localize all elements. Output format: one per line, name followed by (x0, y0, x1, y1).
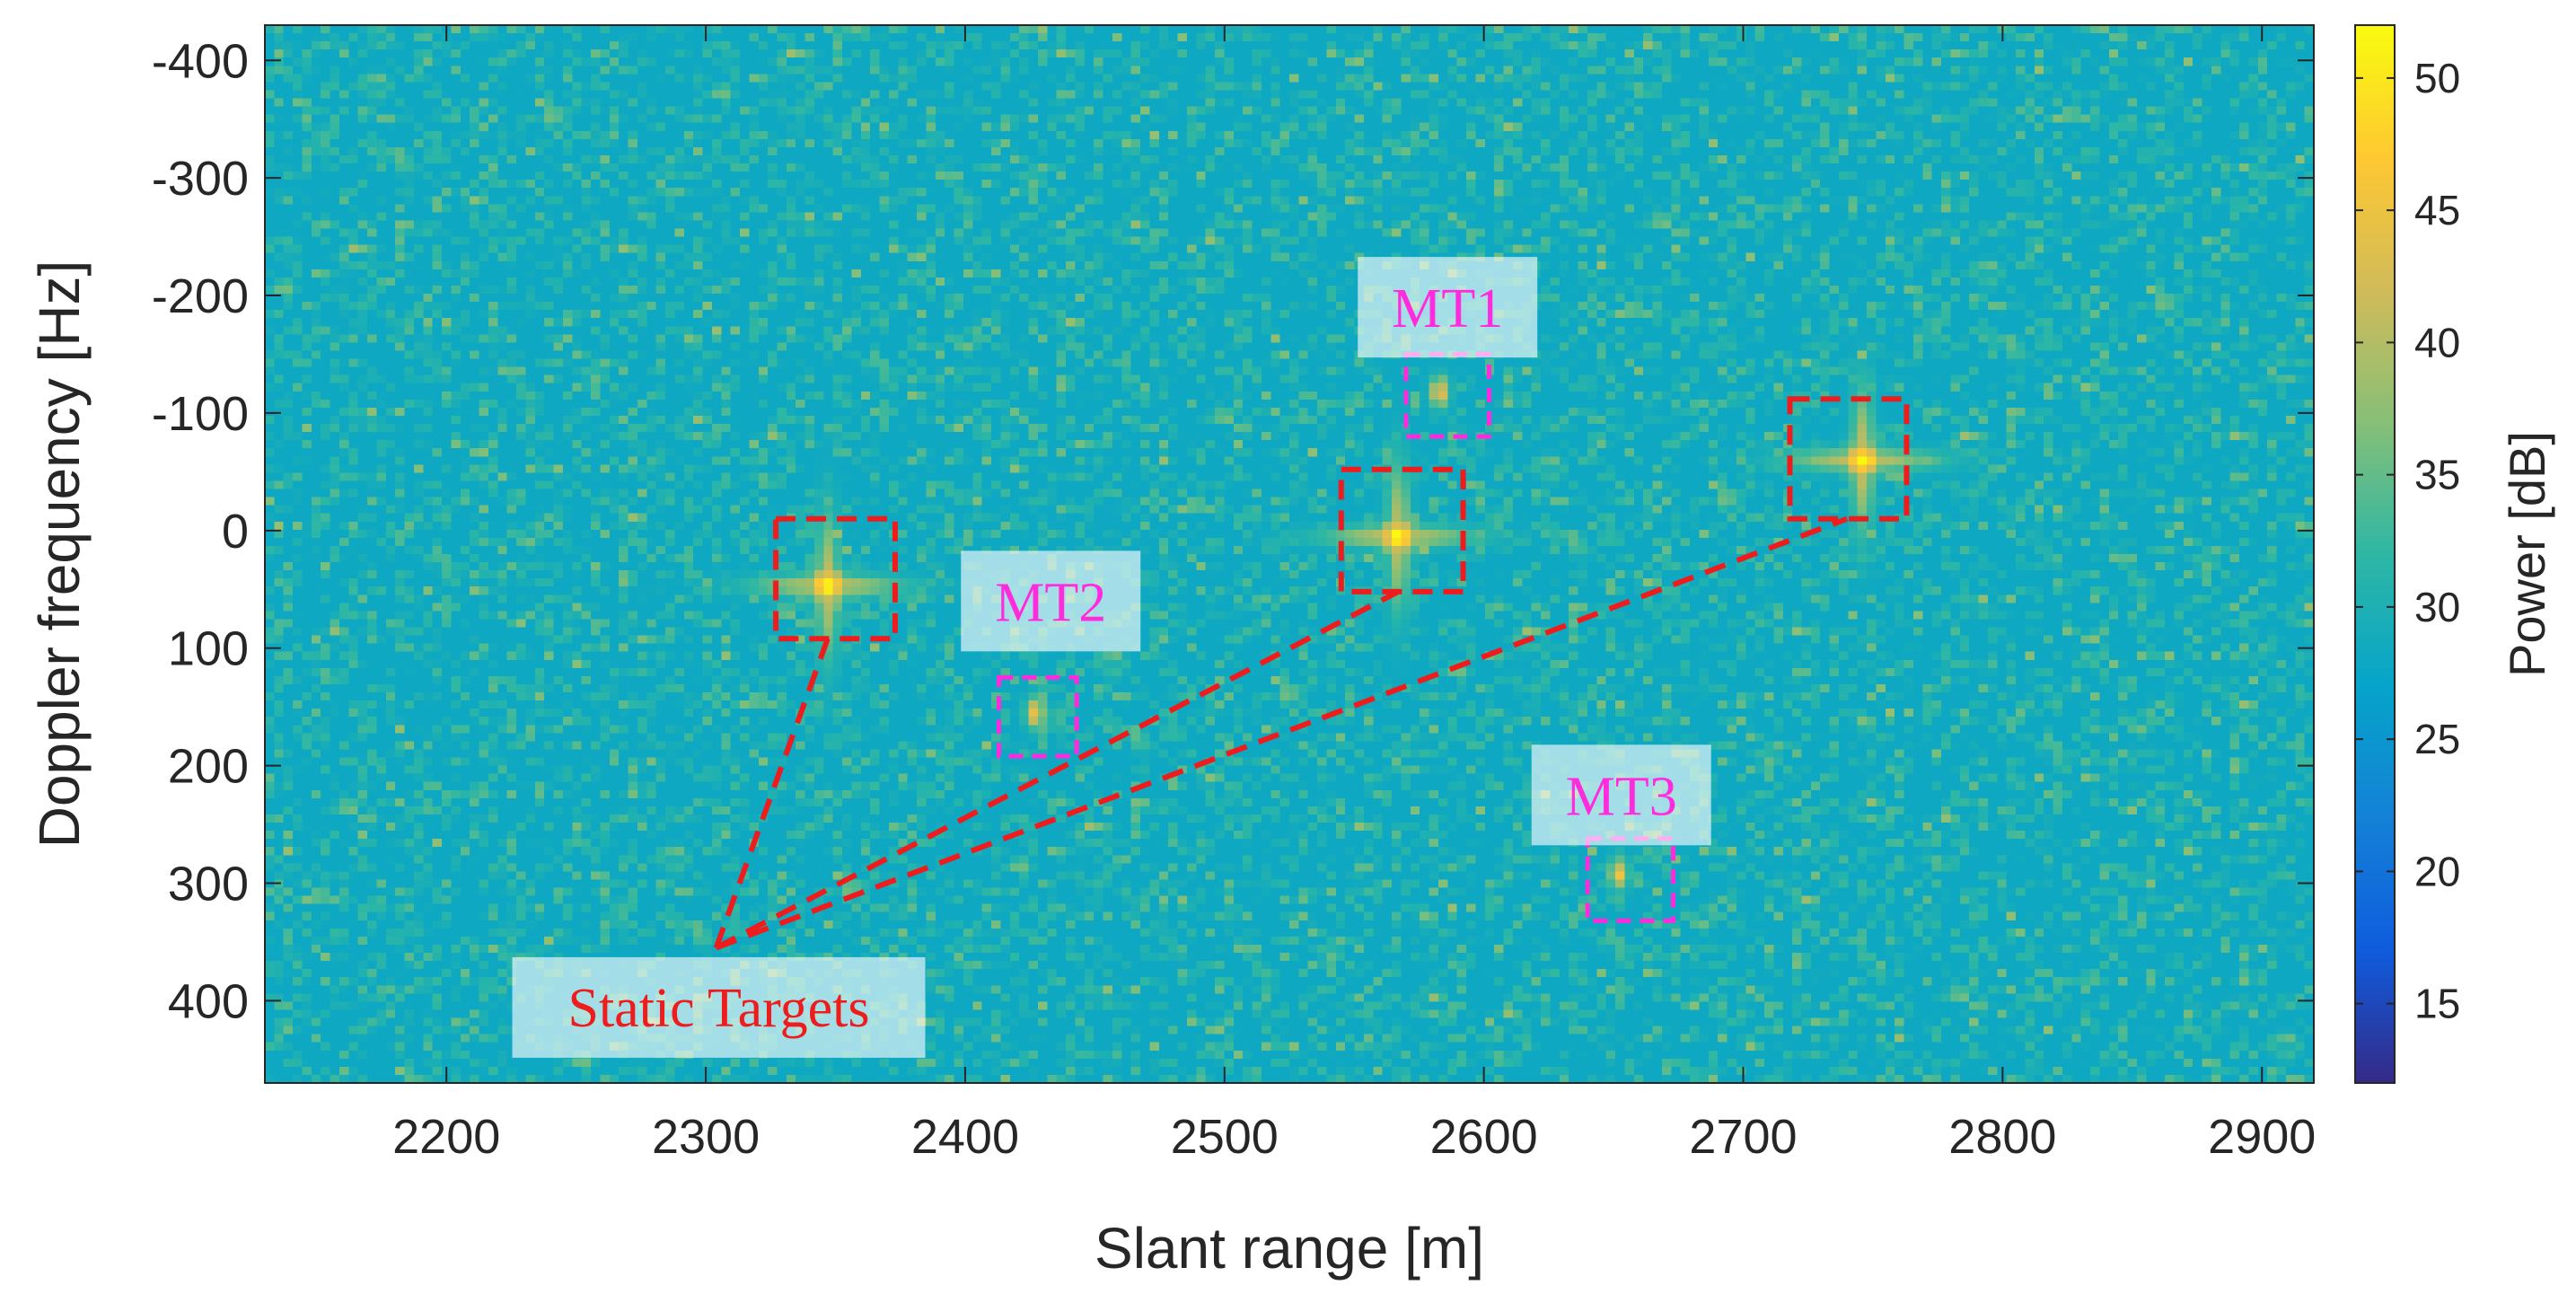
y-tick-label: 100 (168, 622, 249, 676)
colorbar-tick-label: 15 (2414, 981, 2460, 1027)
x-axis-label: Slant range [m] (1095, 1216, 1484, 1281)
label-background (961, 550, 1141, 652)
y-axis-ticks: -400 -300 -200 -100 0 100 200 300 400 (152, 34, 2314, 1028)
y-tick-label: 300 (168, 857, 249, 911)
x-axis-ticks: 2200 2300 2400 2500 2600 2700 2800 2900 (392, 25, 2316, 1164)
y-tick-label: -200 (152, 269, 249, 323)
colorbar-tick-label: 20 (2414, 848, 2460, 894)
label-background (512, 956, 926, 1058)
x-tick-label: 2300 (652, 1110, 760, 1164)
y-tick-label: -100 (152, 387, 249, 441)
y-tick-label: -300 (152, 152, 249, 206)
y-tick-label: 0 (222, 505, 249, 559)
plot-frame (264, 24, 2315, 1084)
x-tick-label: 2700 (1689, 1110, 1797, 1164)
moving-target-label-mt3: MT3 (1566, 766, 1677, 827)
annotation-layer: MT1 MT2 MT3 Static Targets (512, 257, 1910, 1058)
colorbar-tick-label: 40 (2414, 319, 2460, 365)
moving-target-label-mt2: MT2 (995, 572, 1106, 633)
label-background (1358, 257, 1538, 358)
y-tick-label: 400 (168, 974, 249, 1028)
colorbar-tick-label: 25 (2414, 716, 2460, 762)
heatmap-image (265, 25, 2314, 1083)
colorbar-gradient (2354, 24, 2396, 1084)
x-tick-label: 2400 (911, 1110, 1019, 1164)
moving-target-box-mt2 (996, 674, 1079, 759)
static-target-box (1787, 396, 1910, 522)
colorbar-tick-label: 45 (2414, 187, 2460, 233)
colorbar-tick-label: 35 (2414, 452, 2460, 498)
x-tick-label: 2500 (1171, 1110, 1279, 1164)
colorbar-ticks: 15 20 25 30 35 40 45 50 (2355, 55, 2460, 1027)
moving-target-box-mt1 (1403, 351, 1491, 439)
colorbar-tick-label: 30 (2414, 584, 2460, 630)
x-tick-label: 2200 (392, 1110, 500, 1164)
static-target-connector (713, 638, 831, 949)
moving-target-label-mt1: MT1 (1392, 278, 1503, 339)
colorbar-label: Power [dB] (2499, 431, 2555, 677)
colorbar: 15 20 25 30 35 40 45 50 Power [dB] (2354, 24, 2555, 1084)
colorbar-tick-label: 50 (2414, 55, 2460, 101)
plot-area: MT1 MT2 MT3 Static Targets (264, 24, 2315, 1084)
static-targets-label: Static Targets (567, 978, 869, 1039)
static-target-connector (715, 515, 1849, 951)
x-tick-label: 2800 (1948, 1110, 2056, 1164)
label-background (1531, 744, 1711, 846)
x-tick-label: 2600 (1430, 1110, 1538, 1164)
static-target-connector (715, 589, 1400, 951)
x-tick-label: 2900 (2208, 1110, 2316, 1164)
moving-target-box-mt3 (1585, 836, 1676, 923)
y-tick-label: -400 (152, 34, 249, 88)
y-tick-label: 200 (168, 740, 249, 794)
y-axis-label: Doppler frequency [Hz] (27, 260, 92, 849)
